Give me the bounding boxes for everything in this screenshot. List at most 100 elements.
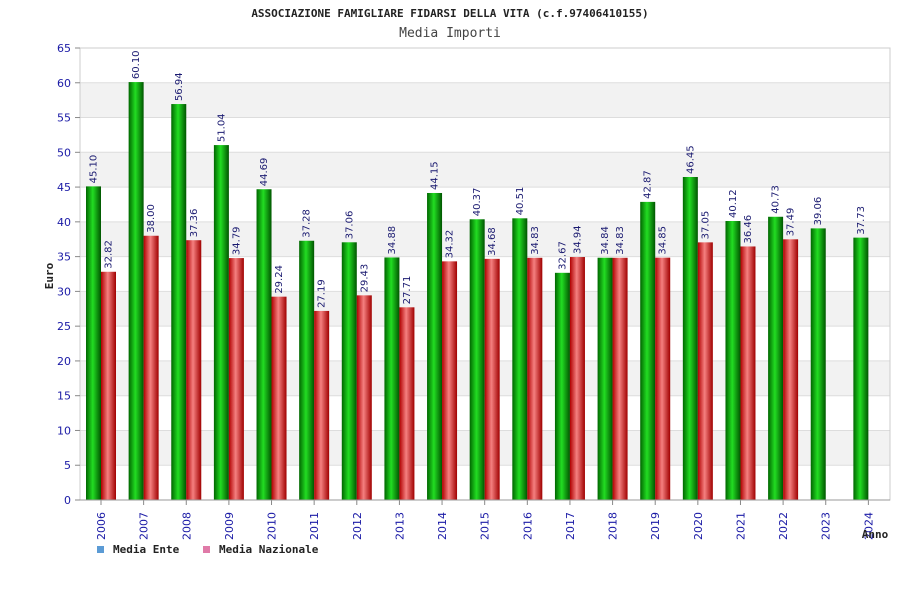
- x-tick-label: 2021: [734, 512, 747, 540]
- x-axis: 2006 2007 2008 2009 2010 2011 2012 2013 2014 2015…: [80, 499, 890, 540]
- bar-media-ente: [128, 82, 144, 500]
- x-tick-label: 2007: [138, 512, 151, 540]
- y-tick-label: 35: [57, 251, 71, 264]
- x-tick-label: 2023: [820, 512, 833, 540]
- x-tick-label: 2014: [436, 512, 449, 540]
- bar-media-ente: [171, 104, 187, 500]
- y-tick-label: 30: [57, 285, 71, 298]
- bar-media-nazionale: [527, 257, 543, 500]
- bar-media-ente: [682, 176, 698, 501]
- value-label: 40.37: [472, 188, 483, 217]
- value-label: 38.00: [146, 204, 157, 233]
- y-tick-label: 65: [57, 42, 71, 55]
- value-label: 34.79: [231, 226, 242, 255]
- bar-media-ente: [427, 192, 443, 501]
- bar-media-nazionale: [697, 242, 713, 501]
- y-axis-label: Euro: [43, 262, 56, 289]
- bar-media-ente: [597, 257, 613, 500]
- value-label: 44.15: [430, 161, 441, 190]
- bar-media-nazionale: [314, 310, 330, 500]
- bar-media-ente: [384, 257, 400, 500]
- bar-media-nazionale: [399, 307, 415, 500]
- value-label: 34.83: [615, 226, 626, 255]
- bar-media-nazionale: [186, 240, 202, 500]
- y-axis: 0 5 10 15 20 25 30 35 40 45 50 55 60 65: [57, 42, 80, 507]
- value-label: 34.84: [600, 226, 611, 255]
- x-tick-label: 2019: [649, 512, 662, 540]
- value-label: 46.45: [685, 145, 696, 174]
- value-label: 42.87: [643, 170, 654, 199]
- x-axis-label: Anno: [862, 528, 889, 541]
- y-tick-label: 50: [57, 146, 71, 159]
- x-tick-label: 2009: [223, 512, 236, 540]
- bar-media-ente: [810, 228, 826, 501]
- legend-label-media-nazionale: Media Nazionale: [219, 543, 319, 556]
- bar-media-nazionale: [228, 258, 244, 500]
- value-label: 34.83: [530, 226, 541, 255]
- bar-media-nazionale: [655, 257, 671, 500]
- value-label: 39.06: [813, 197, 824, 226]
- y-tick-label: 25: [57, 320, 71, 333]
- value-label: 27.19: [317, 279, 328, 308]
- value-label: 60.10: [131, 50, 142, 79]
- value-label: 36.46: [743, 215, 754, 244]
- x-tick-label: 2012: [351, 512, 364, 540]
- bar-media-ente: [640, 201, 656, 500]
- y-tick-label: 0: [64, 494, 71, 507]
- value-label: 34.94: [572, 225, 583, 254]
- x-tick-label: 2017: [564, 512, 577, 540]
- chart-subtitle: Media Importi: [399, 26, 501, 41]
- value-label: 51.04: [216, 113, 227, 142]
- value-label: 32.67: [557, 241, 568, 270]
- bar-media-ente: [341, 242, 357, 500]
- value-label: 40.73: [771, 185, 782, 214]
- bar-media-nazionale: [783, 239, 799, 501]
- y-tick-label: 5: [64, 459, 71, 472]
- value-label: 34.88: [387, 226, 398, 255]
- bar-media-ente: [853, 237, 869, 500]
- x-tick-label: 2016: [521, 512, 534, 540]
- bar-media-nazionale: [569, 257, 585, 500]
- value-labels: 45.10 32.82 60.10 38.00 56.94 37.36 51.04 34.79…: [89, 50, 867, 307]
- value-label: 37.06: [344, 211, 355, 240]
- value-label: 34.68: [487, 227, 498, 256]
- value-label: 32.82: [104, 240, 115, 269]
- bar-media-nazionale: [484, 258, 500, 500]
- legend: Media Ente Media Nazionale: [97, 543, 319, 556]
- x-tick-label: 2020: [692, 512, 705, 540]
- value-label: 27.71: [402, 276, 413, 305]
- value-label: 40.12: [728, 189, 739, 218]
- bar-media-nazionale: [356, 295, 372, 500]
- value-label: 37.73: [856, 206, 867, 235]
- value-label: 37.36: [189, 209, 200, 238]
- bar-media-ente: [256, 189, 272, 501]
- bar-media-nazionale: [271, 296, 287, 500]
- y-tick-label: 10: [57, 424, 71, 437]
- y-tick-label: 15: [57, 390, 71, 403]
- bar-media-nazionale: [101, 271, 116, 500]
- bar-media-nazionale: [442, 261, 458, 500]
- value-label: 34.85: [658, 226, 669, 255]
- value-label: 37.28: [302, 209, 313, 238]
- bar-media-ente: [469, 219, 485, 500]
- y-tick-label: 55: [57, 112, 71, 125]
- bar-media-nazionale: [143, 235, 159, 500]
- bar-media-nazionale: [740, 246, 756, 500]
- bar-media-ente: [299, 240, 315, 500]
- x-tick-label: 2024: [862, 512, 875, 540]
- value-label: 37.05: [700, 211, 711, 240]
- value-label: 37.49: [786, 208, 797, 237]
- x-tick-label: 2010: [266, 512, 279, 540]
- legend-label-media-ente: Media Ente: [113, 543, 180, 556]
- y-tick-label: 20: [57, 355, 71, 368]
- legend-swatch-media-nazionale: [203, 546, 210, 553]
- value-label: 29.24: [274, 265, 285, 294]
- bar-media-ente: [725, 221, 741, 500]
- x-tick-label: 2013: [393, 512, 406, 540]
- value-label: 34.32: [445, 230, 456, 259]
- bars: [86, 82, 869, 501]
- bar-media-nazionale: [612, 257, 628, 500]
- x-tick-label: 2011: [308, 512, 321, 540]
- bar-media-ente: [512, 218, 528, 501]
